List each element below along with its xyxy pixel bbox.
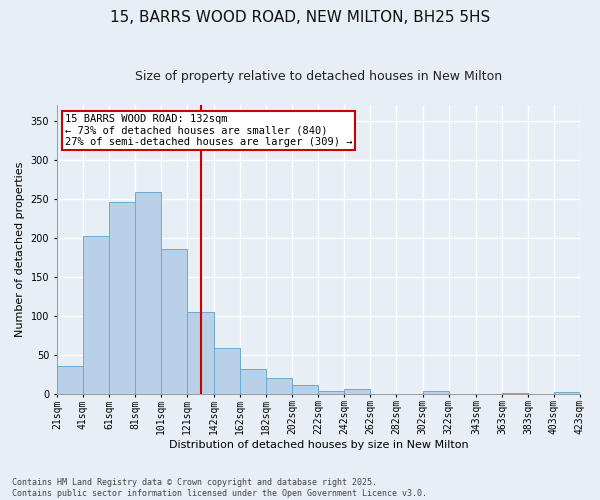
- Bar: [161, 250, 187, 394]
- Bar: [241, 370, 266, 394]
- Bar: [344, 389, 370, 394]
- Bar: [83, 236, 109, 394]
- Bar: [187, 312, 214, 394]
- Text: Contains HM Land Registry data © Crown copyright and database right 2025.
Contai: Contains HM Land Registry data © Crown c…: [12, 478, 427, 498]
- Bar: [319, 390, 344, 394]
- Text: 15, BARRS WOOD ROAD, NEW MILTON, BH25 5HS: 15, BARRS WOOD ROAD, NEW MILTON, BH25 5H…: [110, 10, 490, 25]
- X-axis label: Distribution of detached houses by size in New Milton: Distribution of detached houses by size …: [169, 440, 468, 450]
- Bar: [554, 392, 580, 394]
- Bar: [422, 392, 449, 394]
- Bar: [502, 393, 528, 394]
- Y-axis label: Number of detached properties: Number of detached properties: [15, 162, 25, 337]
- Bar: [266, 378, 292, 394]
- Title: Size of property relative to detached houses in New Milton: Size of property relative to detached ho…: [135, 70, 502, 83]
- Bar: [214, 348, 241, 394]
- Bar: [57, 366, 83, 394]
- Bar: [135, 192, 161, 394]
- Bar: [292, 385, 319, 394]
- Text: 15 BARRS WOOD ROAD: 132sqm
← 73% of detached houses are smaller (840)
27% of sem: 15 BARRS WOOD ROAD: 132sqm ← 73% of deta…: [65, 114, 352, 147]
- Bar: [109, 202, 135, 394]
